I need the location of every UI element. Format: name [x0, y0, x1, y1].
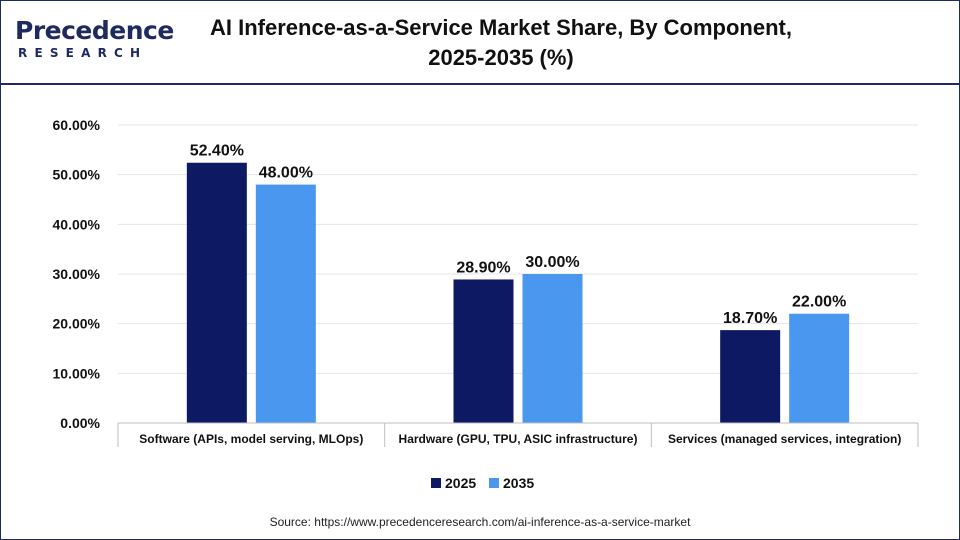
x-tick-label: Services (managed services, integration): [668, 432, 901, 446]
y-tick-label: 60.00%: [53, 117, 101, 133]
y-tick-label: 20.00%: [53, 316, 101, 332]
legend-swatch-2035: [489, 478, 499, 488]
legend: 2025 2035: [431, 475, 534, 491]
data-label: 28.90%: [456, 259, 510, 276]
chart-title-line-2: 2025-2035 (%): [428, 45, 574, 70]
legend-swatch-2025: [431, 478, 441, 488]
y-tick-label: 40.00%: [53, 216, 101, 232]
source-note: Source: https://www.precedenceresearch.c…: [269, 515, 691, 529]
chart-title: AI Inference-as-a-Service Market Share, …: [181, 13, 821, 73]
x-tick-label: Hardware (GPU, TPU, ASIC infrastructure): [399, 432, 638, 446]
y-tick-label: 10.00%: [53, 365, 101, 381]
logo-sub-text: RESEARCH: [18, 46, 148, 60]
gridlines: [118, 124, 918, 374]
bar-2035-1: [522, 274, 583, 423]
bar-2025-0: [186, 162, 247, 423]
bars: 52.40% 48.00% 28.90% 30.00% 18.70% 22.00%: [186, 143, 850, 423]
bar-2025-1: [453, 279, 514, 423]
y-axis: 0.00% 10.00% 20.00% 30.00% 40.00% 50.00% 60.00…: [53, 117, 101, 431]
bar-2035-2: [789, 313, 850, 423]
header: Precedence RESEARCH AI Inference-as-a-Se…: [1, 1, 959, 85]
y-tick-label: 30.00%: [53, 266, 101, 282]
bar-chart: 0.00% 10.00% 20.00% 30.00% 40.00% 50.00% 60.00…: [53, 117, 919, 491]
data-label: 18.70%: [723, 310, 777, 327]
data-label: 48.00%: [259, 165, 313, 182]
legend-label-2025: 2025: [445, 475, 476, 491]
data-label: 30.00%: [525, 254, 579, 271]
legend-label-2035: 2035: [503, 475, 534, 491]
brand-logo: Precedence RESEARCH: [15, 17, 174, 63]
bar-2035-0: [255, 184, 316, 423]
y-tick-label: 50.00%: [53, 167, 101, 183]
x-axis: Software (APIs, model serving, MLOps) Har…: [117, 422, 919, 447]
logo-main-text: Precedence: [15, 16, 174, 45]
x-tick-label: Software (APIs, model serving, MLOps): [139, 432, 363, 446]
bar-2025-2: [720, 330, 781, 423]
data-label: 22.00%: [792, 294, 846, 311]
data-label: 52.40%: [190, 143, 244, 160]
chart-title-line-1: AI Inference-as-a-Service Market Share, …: [210, 15, 792, 40]
y-tick-label: 0.00%: [60, 415, 100, 431]
